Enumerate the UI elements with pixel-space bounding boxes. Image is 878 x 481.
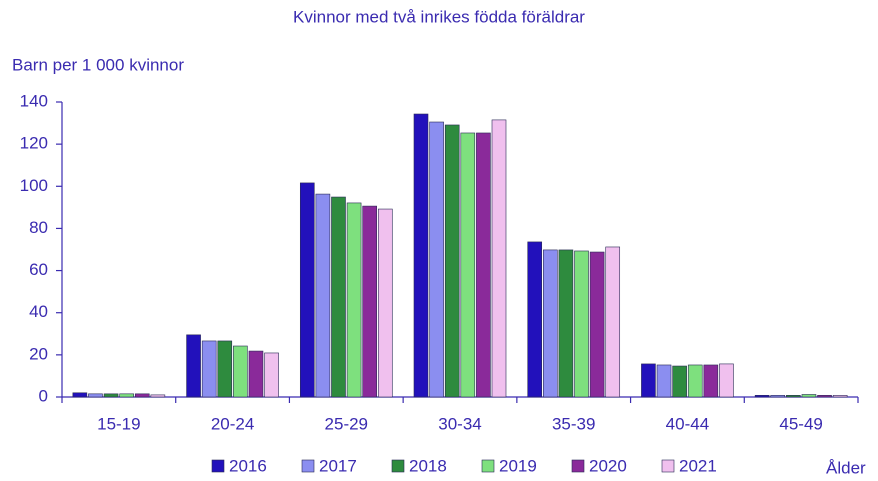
legend-label: 2016 bbox=[229, 456, 267, 475]
legend-swatch bbox=[571, 459, 585, 473]
y-axis-label: Barn per 1 000 kvinnor bbox=[12, 55, 184, 74]
bar bbox=[331, 196, 346, 398]
legend-label: 2017 bbox=[319, 456, 357, 475]
bar bbox=[315, 193, 331, 398]
bar bbox=[574, 250, 589, 398]
bar bbox=[786, 395, 801, 398]
bar bbox=[687, 364, 703, 398]
bar bbox=[719, 363, 734, 398]
bar bbox=[134, 393, 150, 398]
bar bbox=[703, 364, 719, 398]
legend-label: 2019 bbox=[499, 456, 537, 475]
legend-label: 2018 bbox=[409, 456, 447, 475]
x-tick-label: 25-29 bbox=[325, 414, 368, 433]
bar bbox=[201, 340, 217, 398]
legend-swatch bbox=[211, 459, 225, 473]
legend-swatch bbox=[661, 459, 675, 473]
y-tick-label: 80 bbox=[29, 218, 48, 237]
bar bbox=[233, 345, 248, 398]
legend-swatch bbox=[301, 459, 315, 473]
y-tick-label: 20 bbox=[29, 344, 48, 363]
bar bbox=[217, 340, 233, 398]
bar bbox=[362, 205, 377, 398]
bar bbox=[444, 124, 460, 398]
bar bbox=[491, 119, 507, 398]
bar bbox=[605, 246, 621, 398]
bar bbox=[119, 393, 134, 398]
x-axis-label: Ålder bbox=[826, 458, 866, 477]
y-tick-label: 140 bbox=[20, 91, 48, 110]
chart-title: Kvinnor med två inrikes födda föräldrar bbox=[293, 7, 585, 26]
bar bbox=[248, 350, 264, 398]
bar bbox=[264, 352, 279, 398]
y-tick-label: 40 bbox=[29, 302, 48, 321]
bar bbox=[413, 113, 429, 398]
legend-swatch bbox=[391, 459, 405, 473]
bar bbox=[770, 395, 786, 398]
bar bbox=[460, 132, 476, 398]
bar bbox=[72, 392, 88, 398]
bar bbox=[299, 182, 315, 398]
bar bbox=[543, 249, 558, 398]
bar bbox=[672, 365, 687, 398]
bar bbox=[103, 393, 119, 398]
bar bbox=[832, 395, 848, 398]
x-tick-label: 15-19 bbox=[97, 414, 140, 433]
legend-swatch bbox=[481, 459, 495, 473]
bar bbox=[377, 208, 393, 398]
legend-label: 2020 bbox=[589, 456, 627, 475]
legend-label: 2021 bbox=[679, 456, 717, 475]
bar bbox=[817, 395, 832, 398]
y-tick-label: 60 bbox=[29, 260, 48, 279]
x-tick-label: 45-49 bbox=[779, 414, 822, 433]
bar bbox=[589, 251, 605, 398]
bar bbox=[641, 363, 656, 398]
y-tick-label: 0 bbox=[39, 386, 48, 405]
bar bbox=[186, 334, 201, 398]
x-tick-label: 40-44 bbox=[666, 414, 709, 433]
x-tick-label: 20-24 bbox=[211, 414, 254, 433]
bar bbox=[754, 395, 770, 398]
bar bbox=[429, 121, 444, 398]
x-tick-label: 35-39 bbox=[552, 414, 595, 433]
y-tick-label: 100 bbox=[20, 176, 48, 195]
bar bbox=[558, 249, 574, 398]
bar bbox=[527, 241, 543, 398]
bar bbox=[88, 393, 103, 398]
bar bbox=[801, 394, 817, 398]
bar bbox=[476, 132, 491, 398]
bar bbox=[656, 364, 672, 398]
bar bbox=[150, 394, 166, 398]
bar bbox=[346, 202, 362, 398]
x-tick-label: 30-34 bbox=[438, 414, 481, 433]
y-tick-label: 120 bbox=[20, 134, 48, 153]
